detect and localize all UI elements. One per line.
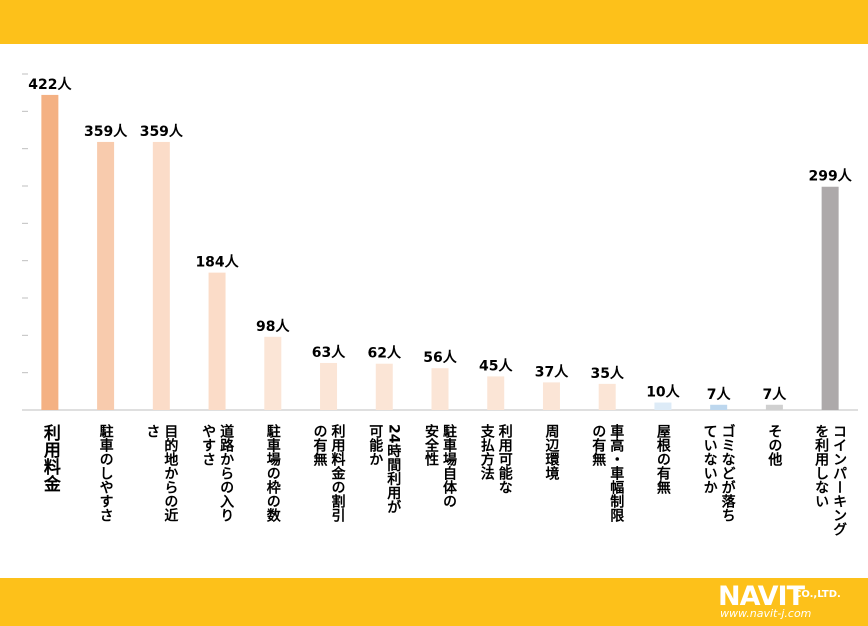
bar <box>97 141 115 411</box>
data-label: 45人 <box>479 357 513 374</box>
bar <box>487 376 505 410</box>
category-label: 24時間利用が <box>385 424 401 514</box>
data-label: 62人 <box>368 345 402 362</box>
data-label: 359人 <box>140 123 184 140</box>
bar <box>654 402 672 410</box>
category-label: 利用料金の割引 <box>330 423 347 523</box>
bar <box>264 336 282 410</box>
navit-logo: NAVIT CO.,LTD. www.navit-j.com <box>718 582 860 622</box>
category-label: その他 <box>766 424 783 467</box>
category-label: 車高・車幅制限 <box>608 423 624 523</box>
bar <box>431 368 449 410</box>
bar <box>152 141 170 411</box>
footer-band <box>0 578 868 626</box>
category-label: 駐車のしやすさ <box>98 423 114 522</box>
data-label: 56人 <box>423 349 457 366</box>
bar <box>41 94 59 410</box>
logo-name: NAVIT <box>718 581 805 612</box>
category-label: の有無 <box>312 424 328 467</box>
bar <box>598 383 616 410</box>
data-label: 10人 <box>646 384 680 401</box>
category-label: ていないか <box>702 424 718 494</box>
data-label: 184人 <box>195 254 239 271</box>
category-label: 駐車場自体の <box>441 423 457 508</box>
bar <box>821 186 839 410</box>
data-label: 98人 <box>256 318 290 335</box>
category-label: 道路からの入り <box>218 423 234 522</box>
category-label: 利用可能な <box>497 423 513 494</box>
bar <box>208 272 226 410</box>
data-label: 63人 <box>312 344 346 361</box>
category-label: 可能か <box>367 424 383 466</box>
category-label: 目的地からの近 <box>162 424 178 522</box>
bar <box>375 363 393 410</box>
data-label: 299人 <box>809 168 853 185</box>
category-label: 安全性 <box>423 423 440 466</box>
category-label: の有無 <box>590 424 606 467</box>
data-label: 359人 <box>84 123 128 140</box>
data-label: 35人 <box>590 365 624 382</box>
category-label: やすさ <box>200 424 216 466</box>
data-label: 37人 <box>535 363 569 380</box>
bar <box>765 404 783 410</box>
category-label: 屋根の有無 <box>655 424 671 495</box>
category-label: コインパーキング <box>831 424 847 536</box>
data-label: 422人 <box>28 76 72 93</box>
category-label: 支払方法 <box>479 423 496 481</box>
bar <box>320 362 338 410</box>
logo-company-suffix: CO.,LTD. <box>794 589 841 600</box>
header-band <box>0 0 868 44</box>
category-label: 利用料金 <box>40 423 62 492</box>
category-label: 周辺環境 <box>543 424 559 481</box>
bar <box>710 404 728 410</box>
data-label: 7人 <box>707 386 732 403</box>
category-label: ゴミなどが落ち <box>720 423 736 522</box>
category-label: さ <box>144 424 160 438</box>
bar <box>542 382 560 410</box>
category-label: を利用しない <box>813 424 829 508</box>
logo-url: www.navit-j.com <box>720 607 812 620</box>
category-label: 駐車場の枠の数 <box>265 423 281 523</box>
data-label: 7人 <box>763 386 788 403</box>
